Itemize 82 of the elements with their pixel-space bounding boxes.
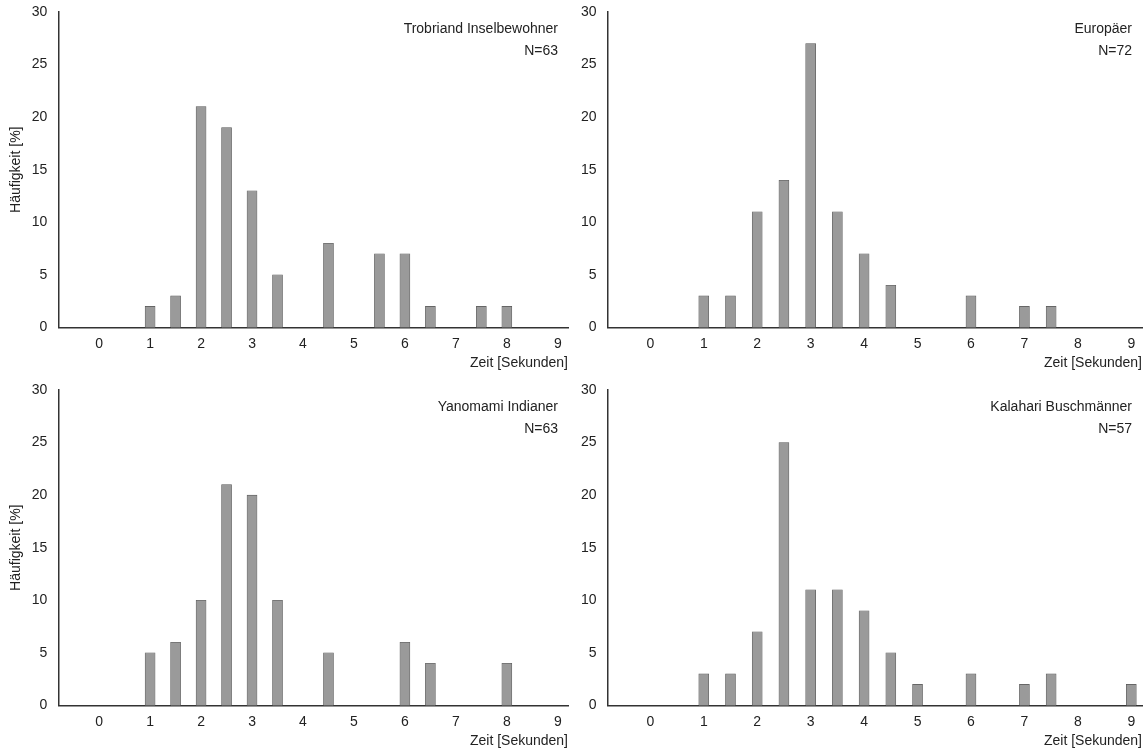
y-tick-label: 30 <box>31 380 48 397</box>
x-tick-label: 1 <box>146 334 155 351</box>
x-tick-label: 8 <box>1073 712 1082 729</box>
annotation: N=63 <box>524 419 559 436</box>
y-tick-label: 20 <box>580 107 597 124</box>
y-tick-label: 5 <box>39 643 48 660</box>
x-tick-label: 6 <box>967 712 976 729</box>
x-tick-label: 0 <box>95 712 104 729</box>
y-tick-label: 20 <box>31 485 48 502</box>
x-tick-label: 1 <box>699 334 708 351</box>
y-tick-label: 5 <box>588 643 597 660</box>
x-tick-label: 5 <box>350 334 359 351</box>
annotation: Europäer <box>1074 19 1133 36</box>
y-tick-label: 0 <box>588 696 597 713</box>
y-tick-label: 5 <box>39 265 48 282</box>
x-tick-label: 4 <box>299 712 308 729</box>
x-tick-label: 3 <box>248 712 257 729</box>
x-tick-label: 6 <box>401 712 410 729</box>
x-tick-label: 9 <box>1127 334 1136 351</box>
x-tick-label: 3 <box>806 712 815 729</box>
x-tick-label: 2 <box>197 334 206 351</box>
x-axis-title: Zeit [Sekunden] <box>1043 732 1142 749</box>
x-tick-label: 0 <box>646 334 655 351</box>
x-tick-label: 1 <box>699 712 708 729</box>
y-tick-label: 20 <box>31 107 48 124</box>
y-tick-label: 15 <box>580 538 597 555</box>
y-tick-label: 0 <box>39 318 48 335</box>
x-tick-label: 9 <box>553 712 562 729</box>
y-axis-title: Häufigkeit [%] <box>7 504 24 591</box>
x-tick-label: 7 <box>1020 712 1029 729</box>
y-tick-label: 10 <box>31 591 48 608</box>
x-tick-label: 4 <box>860 334 869 351</box>
x-tick-label: 3 <box>806 334 815 351</box>
y-tick-label: 10 <box>580 591 597 608</box>
y-tick-label: 5 <box>588 265 597 282</box>
y-tick-label: 0 <box>39 696 48 713</box>
x-tick-label: 0 <box>95 334 104 351</box>
y-tick-label: 30 <box>580 380 597 397</box>
x-tick-label: 8 <box>502 712 511 729</box>
y-tick-label: 15 <box>31 538 48 555</box>
y-tick-label: 10 <box>580 213 597 230</box>
y-tick-label: 25 <box>31 433 48 450</box>
x-axis-title: Zeit [Sekunden] <box>469 732 568 749</box>
annotation: N=63 <box>524 41 559 58</box>
annotation: N=72 <box>1098 41 1133 58</box>
x-tick-label: 7 <box>451 712 460 729</box>
y-tick-label: 25 <box>580 433 597 450</box>
x-tick-label: 7 <box>1020 334 1029 351</box>
annotation: Yanomami Indianer <box>437 397 559 414</box>
x-tick-label: 6 <box>967 334 976 351</box>
x-tick-label: 2 <box>197 712 206 729</box>
x-tick-label: 4 <box>860 712 869 729</box>
y-tick-label: 15 <box>31 160 48 177</box>
x-tick-label: 0 <box>646 712 655 729</box>
x-tick-label: 5 <box>350 712 359 729</box>
y-tick-label: 15 <box>580 160 597 177</box>
x-tick-label: 3 <box>248 334 257 351</box>
x-tick-label: 2 <box>753 712 762 729</box>
x-tick-label: 8 <box>1073 334 1082 351</box>
x-tick-label: 5 <box>913 712 922 729</box>
y-tick-label: 30 <box>580 2 597 19</box>
x-tick-label: 2 <box>753 334 762 351</box>
x-tick-label: 5 <box>913 334 922 351</box>
x-tick-label: 8 <box>502 334 511 351</box>
x-tick-label: 9 <box>1127 712 1136 729</box>
x-tick-label: 1 <box>146 712 155 729</box>
annotation: N=57 <box>1098 419 1133 436</box>
y-tick-label: 25 <box>580 55 597 72</box>
y-tick-label: 20 <box>580 485 597 502</box>
x-axis-title: Zeit [Sekunden] <box>469 354 568 371</box>
y-tick-label: 25 <box>31 55 48 72</box>
y-tick-label: 10 <box>31 213 48 230</box>
x-tick-label: 7 <box>451 334 460 351</box>
y-tick-label: 30 <box>31 2 48 19</box>
x-tick-label: 9 <box>553 334 562 351</box>
y-axis-title: Häufigkeit [%] <box>7 126 24 213</box>
x-tick-label: 6 <box>401 334 410 351</box>
y-tick-label: 0 <box>588 318 597 335</box>
annotation: Trobriand Inselbewohner <box>403 19 559 36</box>
annotation: Kalahari Buschmänner <box>990 397 1133 414</box>
x-tick-label: 4 <box>299 334 308 351</box>
x-axis-title: Zeit [Sekunden] <box>1043 354 1142 371</box>
